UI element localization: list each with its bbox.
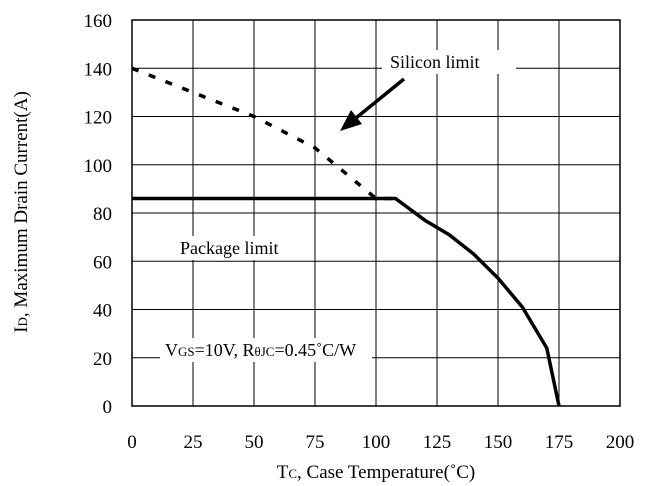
silicon-limit-arrow <box>340 77 406 131</box>
plot-frame <box>131 19 621 407</box>
y-tick-label: 80 <box>93 204 112 225</box>
y-tick-label: 60 <box>93 252 112 273</box>
x-tick-label: 200 <box>606 432 635 453</box>
x-tick-label: 75 <box>306 432 325 453</box>
x-tick-label: 0 <box>127 432 137 453</box>
package-limit-line <box>132 196 561 407</box>
x-tick-label: 150 <box>484 432 513 453</box>
y-tick-label: 100 <box>84 156 113 177</box>
x-tick-label: 125 <box>423 432 452 453</box>
x-axis-title: TC, Case Temperature(˚C) <box>277 462 476 483</box>
x-tick-label: 175 <box>545 432 574 453</box>
y-axis-title: ID, Maximum Drain Current(A) <box>11 91 32 333</box>
package-limit-label: Package limit <box>180 238 278 258</box>
grid <box>132 20 620 406</box>
x-tick-label: 50 <box>245 432 264 453</box>
series-group <box>131 66 561 407</box>
x-tick-label: 25 <box>184 432 203 453</box>
y-tick-label: 0 <box>103 397 113 418</box>
silicon-limit-line <box>131 66 396 201</box>
package-limit-bg <box>172 236 312 260</box>
x-tick-labels: 0 25 50 75 100 125 150 175 200 <box>127 432 634 453</box>
silicon-limit-label: Silicon limit <box>390 52 480 72</box>
y-tick-label: 160 <box>84 11 113 32</box>
conditions-bg <box>160 338 372 362</box>
y-tick-labels: 0 20 40 60 80 100 120 140 160 <box>84 11 113 418</box>
conditions-label: VGS=10V, RθJC=0.45˚C/W <box>165 340 356 360</box>
y-tick-label: 40 <box>93 301 112 322</box>
y-tick-label: 20 <box>93 349 112 370</box>
x-tick-label: 100 <box>362 432 391 453</box>
silicon-limit-bg <box>382 50 516 74</box>
y-tick-label: 120 <box>84 108 113 129</box>
y-tick-label: 140 <box>84 59 113 80</box>
